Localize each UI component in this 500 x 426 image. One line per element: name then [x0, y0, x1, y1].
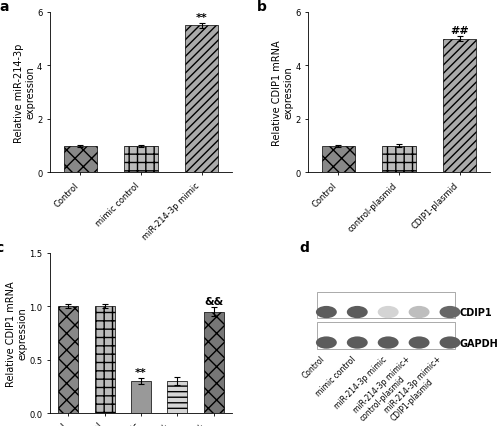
Text: miR-214-3p mimic: miR-214-3p mimic [332, 354, 388, 410]
Bar [382, 146, 416, 173]
Bar [124, 146, 158, 173]
Text: ##: ## [450, 26, 469, 36]
Text: **: ** [135, 367, 147, 377]
Text: **: ** [196, 13, 207, 23]
Bar [131, 381, 151, 413]
Bar [58, 306, 78, 413]
Bar [64, 146, 97, 173]
Text: Control: Control [300, 354, 326, 380]
Y-axis label: Relative CDIP1 mRNA
expression: Relative CDIP1 mRNA expression [6, 280, 28, 386]
Text: mimic control: mimic control [314, 354, 358, 397]
Bar [185, 26, 218, 173]
Ellipse shape [378, 337, 398, 349]
Text: a: a [0, 0, 8, 14]
Ellipse shape [347, 337, 368, 349]
Text: CDIP1: CDIP1 [459, 307, 492, 317]
Ellipse shape [316, 337, 337, 349]
Bar [204, 312, 224, 413]
Bar [443, 40, 476, 173]
Ellipse shape [440, 306, 460, 319]
Text: &&: && [204, 296, 224, 306]
Text: d: d [299, 240, 309, 254]
Text: b: b [258, 0, 267, 14]
Bar [322, 146, 355, 173]
Bar [318, 323, 456, 349]
Bar [94, 306, 114, 413]
Ellipse shape [378, 306, 398, 319]
Ellipse shape [408, 306, 430, 319]
Bar [318, 292, 456, 319]
Y-axis label: Relative miR-214-3p
expression: Relative miR-214-3p expression [14, 43, 36, 142]
Ellipse shape [347, 306, 368, 319]
Ellipse shape [440, 337, 460, 349]
Ellipse shape [408, 337, 430, 349]
Ellipse shape [316, 306, 337, 319]
Y-axis label: Relative CDIP1 mRNA
expression: Relative CDIP1 mRNA expression [272, 40, 294, 146]
Text: GAPDH: GAPDH [459, 338, 498, 348]
Bar [168, 381, 188, 413]
Text: miR-214-3p mimic+
CDIP1-plasmid: miR-214-3p mimic+ CDIP1-plasmid [382, 354, 450, 422]
Text: miR-214-3p mimic+
control-plasmid: miR-214-3p mimic+ control-plasmid [352, 354, 419, 422]
Text: c: c [0, 240, 4, 254]
